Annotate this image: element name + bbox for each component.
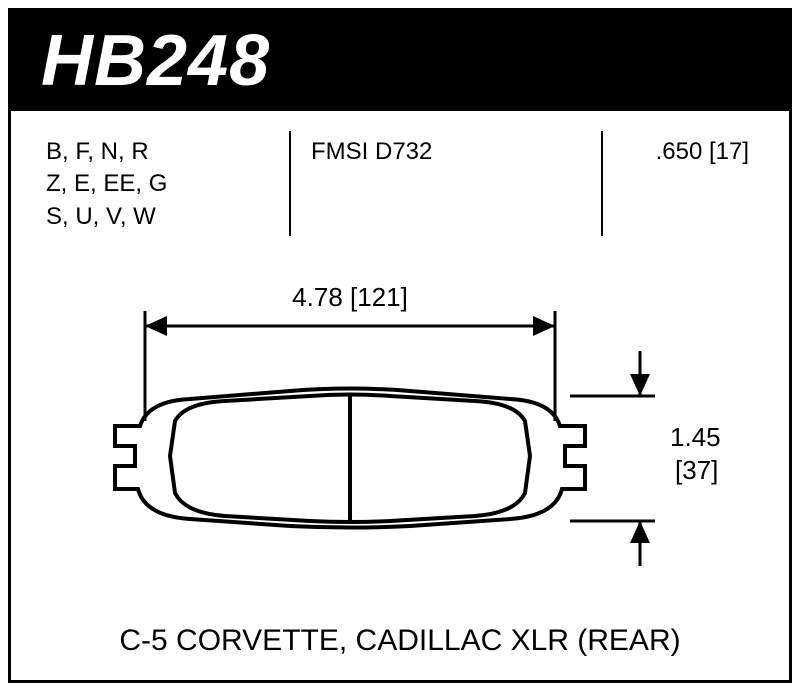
column-divider-2 [601,131,603,236]
application-label: C-5 CORVETTE, CADILLAC XLR (REAR) [11,624,789,658]
height-dimension: 1.45 [37] [570,351,721,566]
header-bar: HB248 [11,11,789,111]
compounds-column: B, F, N, R Z, E, EE, G S, U, V, W [46,136,276,233]
part-number: HB248 [41,20,270,102]
brake-pad-shape [115,389,585,528]
height-in: 1.45 [670,422,721,452]
compounds-line-2: Z, E, EE, G [46,168,276,200]
column-divider-1 [289,131,291,236]
info-row: B, F, N, R Z, E, EE, G S, U, V, W FMSI D… [11,126,789,246]
compounds-line-3: S, U, V, W [46,201,276,233]
brake-pad-diagram: 4.78 [121] 1.45 [37] [11,271,789,611]
thickness-column: .650 [17] [656,136,749,168]
fmsi-column: FMSI D732 [311,136,581,168]
spec-frame: HB248 B, F, N, R Z, E, EE, G S, U, V, W … [8,8,792,683]
height-mm: [37] [675,455,718,485]
width-label: 4.78 [121] [292,282,408,312]
compounds-line-1: B, F, N, R [46,136,276,168]
thickness-value: .650 [17] [656,136,749,168]
fmsi-code: FMSI D732 [311,136,581,168]
